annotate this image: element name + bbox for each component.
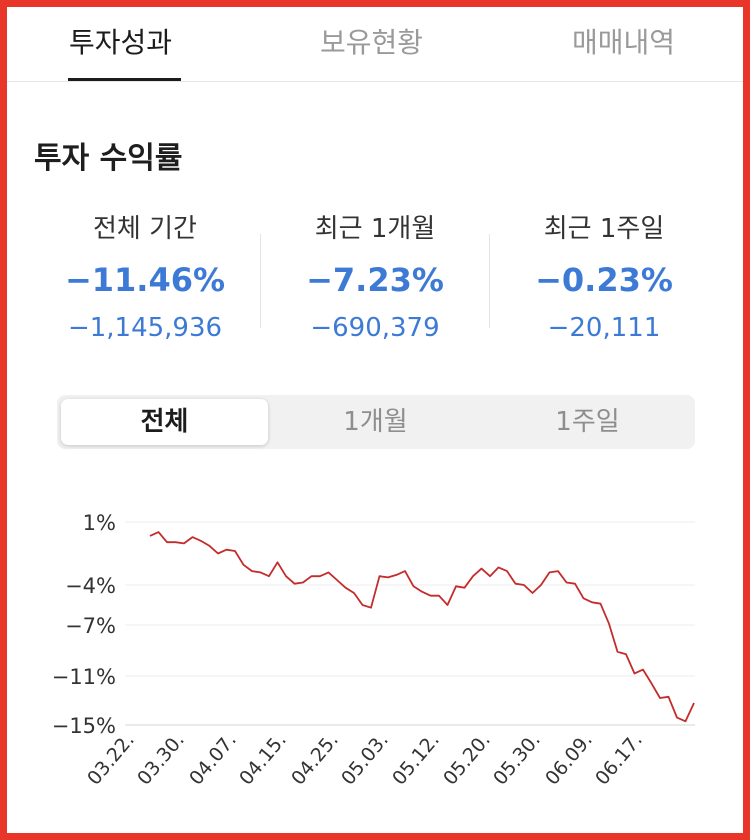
stat-last-week: 최근 1주일 −0.23% −20,111 <box>489 208 719 343</box>
stat-return-percent: −7.23% <box>306 261 444 299</box>
stat-return-amount: −1,145,936 <box>67 313 223 343</box>
stat-return-percent: −11.46% <box>64 261 226 299</box>
tab-trade-history[interactable]: 매매내역 <box>572 26 676 59</box>
section-title: 투자 수익률 <box>34 141 183 176</box>
y-tick-label: −7% <box>65 614 116 638</box>
x-tick-label: 05.20. <box>439 729 495 789</box>
stat-label: 최근 1개월 <box>314 214 436 244</box>
stat-return-amount: −20,111 <box>547 313 661 343</box>
return-series-line <box>149 531 695 723</box>
x-tick-label: 05.03. <box>337 729 393 789</box>
stat-return-amount: −690,379 <box>310 313 440 343</box>
tab-performance[interactable]: 투자성과 <box>69 26 173 59</box>
x-tick-label: 03.22. <box>83 729 139 789</box>
period-selector: 전체 1개월 1주일 <box>57 395 695 449</box>
x-tick-label: 04.25. <box>287 729 343 789</box>
x-tick-label: 05.12. <box>388 729 444 789</box>
y-tick-label: 1% <box>83 511 116 535</box>
stat-label: 최근 1주일 <box>543 214 665 244</box>
return-line-chart: 1% −4% −7% −11% −15%03.22.03.30.04.07.04.15.… <box>52 511 695 790</box>
stat-return-percent: −0.23% <box>535 261 673 299</box>
y-tick-label: −11% <box>52 665 116 689</box>
active-tab-indicator <box>68 78 181 81</box>
stat-divider <box>489 234 490 328</box>
stat-divider <box>260 234 261 328</box>
stat-all-period: 전체 기간 −11.46% −1,145,936 <box>30 208 260 343</box>
tab-holdings[interactable]: 보유현황 <box>320 26 424 59</box>
x-tick-label: 04.15. <box>235 729 291 789</box>
x-tick-label: 04.07. <box>185 729 241 789</box>
x-tick-label: 06.17. <box>591 729 647 789</box>
x-tick-label: 06.09. <box>541 729 597 789</box>
y-tick-label: −15% <box>52 714 116 738</box>
stat-last-month: 최근 1개월 −7.23% −690,379 <box>260 208 490 343</box>
stat-label: 전체 기간 <box>93 214 197 244</box>
period-option-all[interactable]: 전체 <box>61 399 268 445</box>
x-tick-label: 03.30. <box>133 729 189 789</box>
period-option-1week[interactable]: 1주일 <box>555 407 620 437</box>
tab-bar: 투자성과 보유현황 매매내역 <box>7 7 743 82</box>
period-option-1month[interactable]: 1개월 <box>343 407 408 437</box>
x-tick-label: 05.30. <box>489 729 545 789</box>
y-tick-label: −4% <box>65 574 116 598</box>
